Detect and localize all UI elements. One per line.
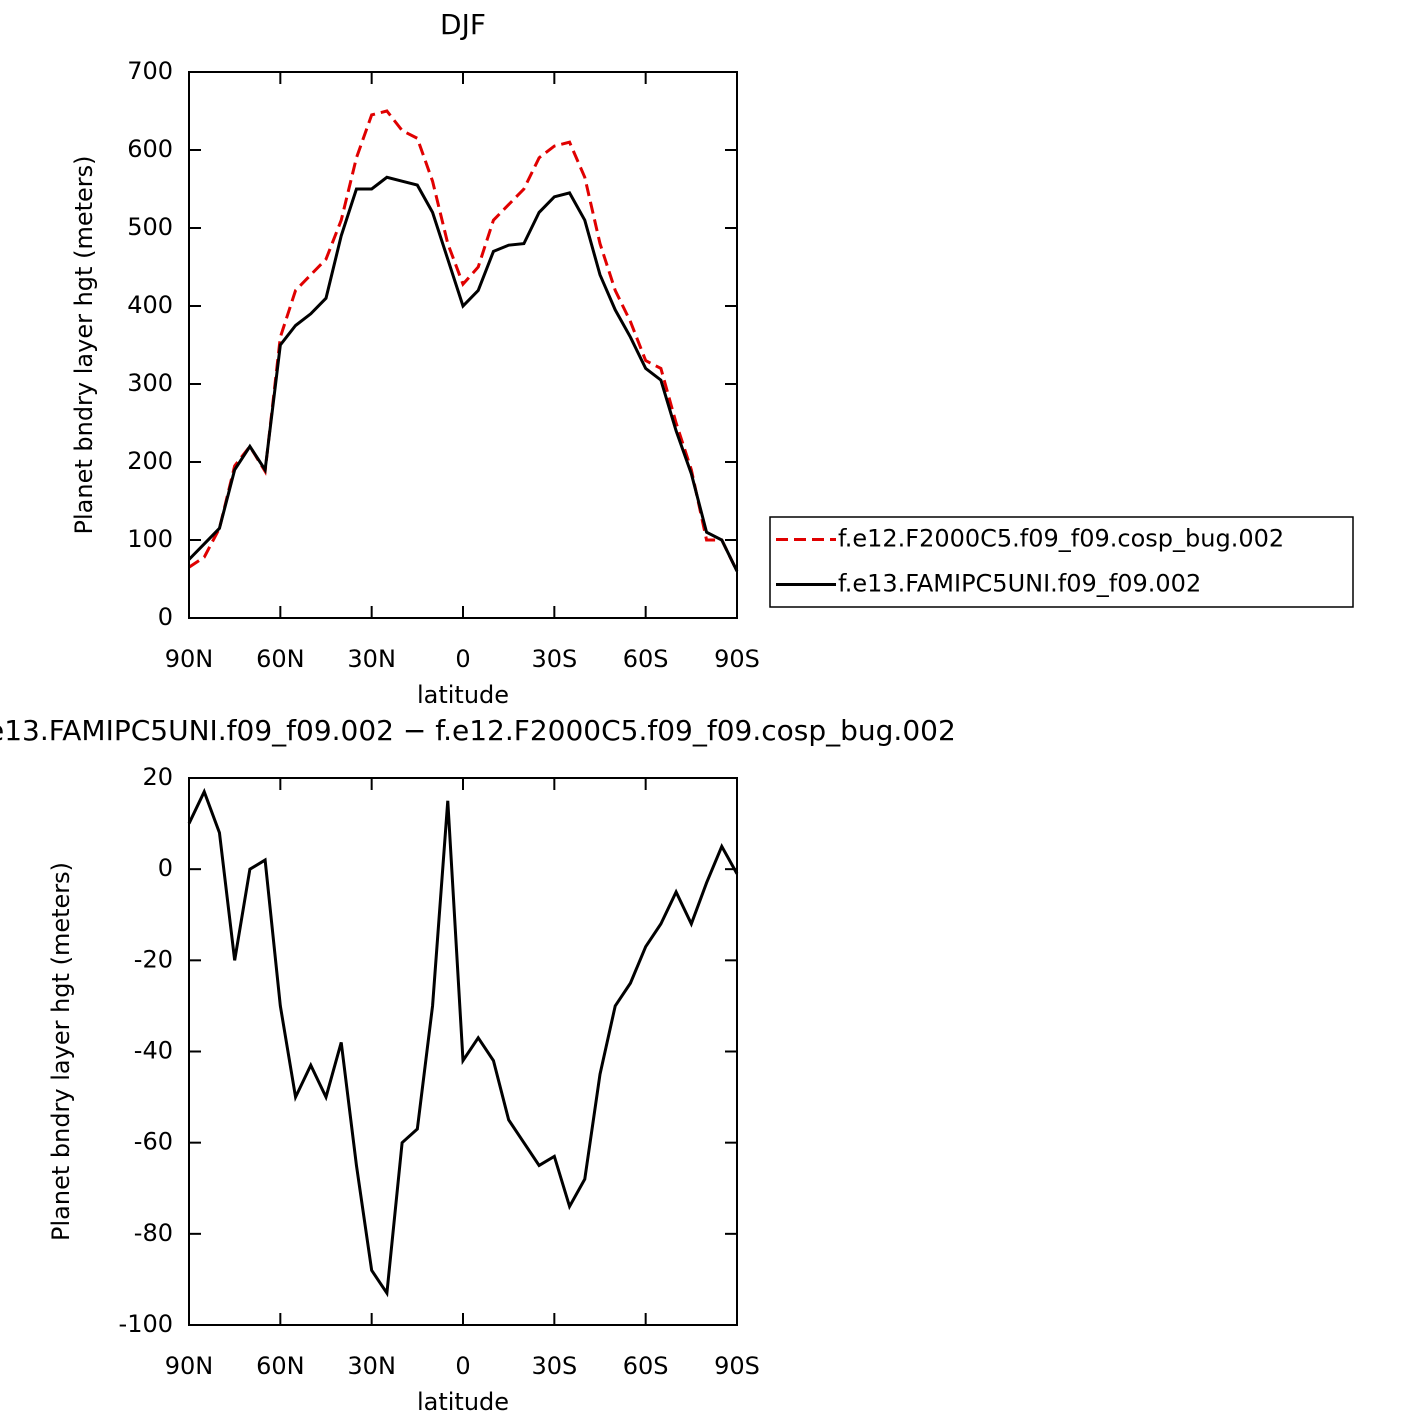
y-tick-label: 20	[142, 763, 173, 791]
x-tick-label: 30S	[531, 1352, 577, 1380]
legend-box	[769, 516, 1354, 608]
chart-title: DJF	[440, 8, 486, 41]
y-tick-label: 100	[127, 525, 173, 553]
data-line	[187, 175, 739, 572]
y-tick-label: -20	[134, 945, 173, 973]
y-tick-label: 500	[127, 213, 173, 241]
y-tick-label: 700	[127, 57, 173, 85]
y-tick-label: 300	[127, 369, 173, 397]
y-tick-label: 200	[127, 447, 173, 475]
y-tick-label: 400	[127, 291, 173, 319]
chart-title: f.e13.FAMIPC5UNI.f09_f09.002 − f.e12.F20…	[0, 714, 956, 747]
x-tick-label: 90S	[714, 1352, 760, 1380]
x-tick-label: 60N	[256, 1352, 305, 1380]
x-tick-label: 60S	[623, 645, 669, 673]
y-tick-label: 0	[158, 854, 173, 882]
y-tick-label: -40	[134, 1037, 173, 1065]
y-tick-label: -100	[119, 1310, 173, 1338]
y-axis-label: Planet bndry layer hgt (meters)	[70, 156, 98, 535]
x-tick-label: 30N	[347, 645, 396, 673]
data-line	[187, 787, 739, 1298]
x-axis-label: latitude	[417, 681, 509, 709]
x-tick-label: 30S	[531, 645, 577, 673]
y-tick-label: -80	[134, 1219, 173, 1247]
legend-label: f.e12.F2000C5.f09_f09.cosp_bug.002	[838, 525, 1284, 553]
y-tick-label: 0	[158, 603, 173, 631]
x-tick-label: 0	[455, 1352, 470, 1380]
data-line	[188, 109, 739, 572]
x-axis-label: latitude	[417, 1388, 509, 1416]
x-tick-label: 90S	[714, 645, 760, 673]
x-tick-label: 90N	[165, 1352, 214, 1380]
plot-frame	[188, 71, 738, 619]
x-tick-label: 60S	[623, 1352, 669, 1380]
x-tick-label: 60N	[256, 645, 305, 673]
y-tick-label: 600	[127, 135, 173, 163]
y-tick-label: -60	[134, 1128, 173, 1156]
y-axis-label: Planet bndry layer hgt (meters)	[47, 862, 75, 1241]
plot-frame	[188, 777, 738, 1326]
legend-label: f.e13.FAMIPC5UNI.f09_f09.002	[838, 570, 1201, 598]
x-tick-label: 90N	[165, 645, 214, 673]
x-tick-label: 0	[455, 645, 470, 673]
x-tick-label: 30N	[347, 1352, 396, 1380]
